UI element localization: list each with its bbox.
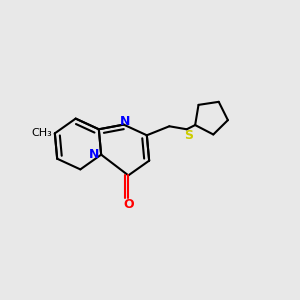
- Text: CH₃: CH₃: [32, 128, 52, 138]
- Text: S: S: [184, 129, 193, 142]
- Text: O: O: [123, 198, 134, 211]
- Text: N: N: [89, 148, 100, 161]
- Text: N: N: [120, 115, 130, 128]
